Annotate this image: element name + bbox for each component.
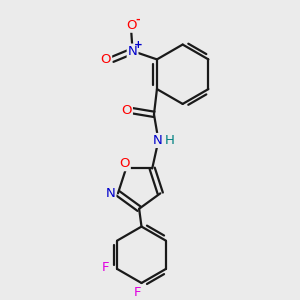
Text: O: O (100, 53, 111, 66)
Text: O: O (119, 157, 130, 170)
Text: O: O (122, 104, 132, 117)
Text: N: N (153, 134, 163, 147)
Text: H: H (165, 134, 175, 147)
Text: N: N (106, 187, 116, 200)
Text: F: F (133, 286, 141, 299)
Text: +: + (134, 40, 142, 50)
Text: F: F (102, 261, 110, 274)
Text: O: O (126, 19, 136, 32)
Text: N: N (128, 45, 137, 58)
Text: -: - (135, 14, 140, 24)
